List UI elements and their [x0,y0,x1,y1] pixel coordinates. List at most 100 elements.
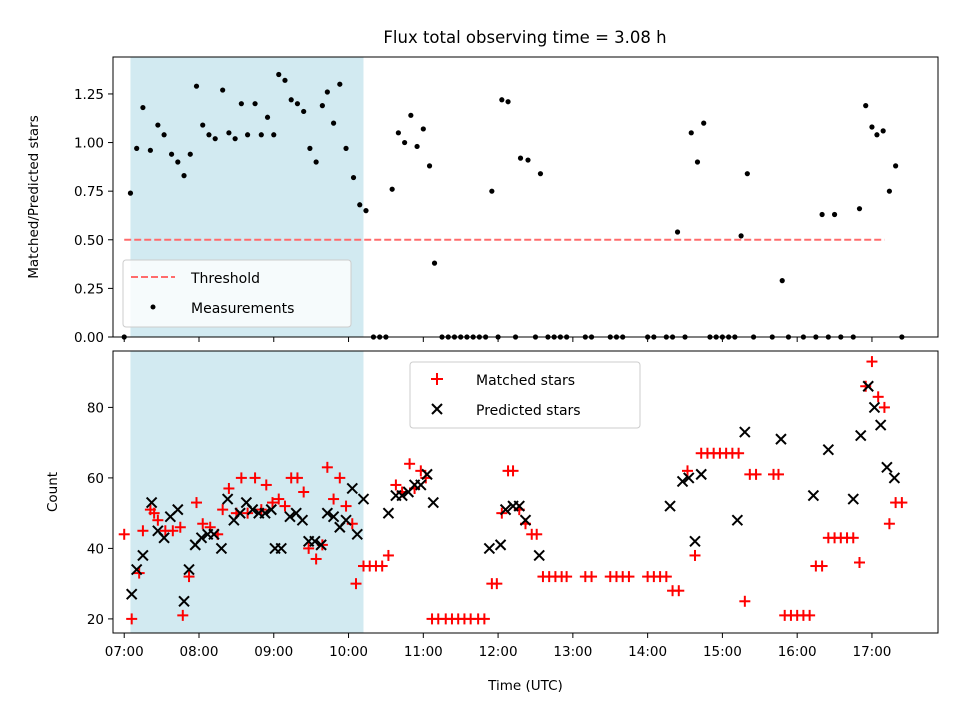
measurement-point [831,211,838,218]
measurement-point [244,132,251,138]
predicted-star-point [855,429,867,442]
predicted-star-point [246,503,259,516]
matched-star-point [310,553,322,565]
matched-star-point [177,609,189,621]
predicted-star-point [178,595,190,607]
matched-star-point [321,461,333,473]
predicted-star-point [862,380,874,392]
measurement-point [701,120,707,126]
predicted-star-point [183,563,195,576]
predicted-star-point [195,532,208,544]
y-tick-label: 0.25 [74,281,104,297]
measurement-point [517,155,524,161]
measurement-point [168,151,175,157]
predicted-star-point [807,489,820,502]
measurement-point [357,202,363,208]
measurement-point [694,159,701,165]
matched-star-point [235,472,247,484]
measurement-point [288,97,294,103]
measurement-point [193,83,200,89]
matched-star-point [804,609,816,621]
matched-star-point [872,391,884,403]
predicted-star-point [172,503,184,516]
matched-star-point [350,578,362,590]
predicted-star-point [499,503,512,516]
measurement-point [886,188,892,194]
count-legend-box [409,361,641,429]
predicted-star-point [739,426,751,438]
y-tick-label: 20 [87,612,104,628]
measurement-point [330,120,337,126]
measurement-point [402,139,408,146]
measurement-point [537,171,544,177]
predicted-star-point [676,475,689,488]
predicted-star-point [346,482,358,495]
x-tick-label: 08:00 [180,644,219,660]
measurement-point [363,208,369,214]
matched-star-point [190,497,202,509]
predicted-star-point [731,514,744,526]
x-tick-label: 10:00 [329,644,368,660]
x-tick-label: 15:00 [703,644,742,660]
ratio-panel: 0.00 0.25 0.50 0.75 1.00 1.25 Matched/Predict… [26,56,939,346]
measurement-point [271,132,277,138]
matched-star-point [896,497,908,509]
predicted-star-point [888,472,901,484]
predicted-star-point [137,549,149,562]
predicted-star-point [874,419,887,431]
matched-star-point [478,613,490,625]
measurement-point [147,147,153,153]
matched-star-point [197,518,209,530]
measurement-point [389,186,395,192]
measurement-point [264,114,271,120]
ratio-plot-frame [112,56,939,338]
count-y-axis-label: Count [45,472,61,512]
predicted-star-point [847,493,859,505]
matched-stars-points [118,356,908,625]
measurement-point [258,132,264,138]
measurement-point [252,101,258,107]
matched-star-point [273,493,285,505]
predicted-star-point [130,563,143,576]
x-axis-label: Time (UTC) [487,678,563,694]
measurement-point [744,171,750,177]
ratio-axis-ticks: 0.00 0.25 0.50 0.75 1.00 1.25 [74,87,873,346]
measurement-point [134,145,140,151]
measurement-point [525,157,531,163]
matched-star-point [167,525,179,537]
measurement-point [863,103,869,109]
matched-star-point [376,560,388,572]
measurement-point [181,173,187,179]
predicted-star-point [533,549,545,562]
predicted-star-point [309,535,321,548]
x-tick-label: 11:00 [404,644,443,660]
predicted-star-point [321,507,334,519]
matched-star-point [733,447,745,459]
ratio-legend: Threshold Measurements [122,259,352,328]
predicted-star-point [664,500,676,512]
predicted-star-point [357,493,370,505]
measurement-point [856,206,863,212]
matched-star-point [328,493,340,505]
measurement-point [395,130,401,136]
matched-star-point [242,507,254,519]
y-tick-label: 60 [87,471,104,487]
predicted-star-point [145,496,158,509]
measurement-point [161,132,167,138]
measurement-point [206,132,212,138]
matched-star-point [340,500,352,512]
predicted-star-point [695,468,707,481]
measurement-point [238,101,244,107]
measurement-point [276,71,282,78]
predicted-star-point [421,468,433,481]
matched-star-point [404,458,416,470]
y-tick-label: 40 [87,541,104,557]
measurement-point [499,97,505,103]
measurement-point [408,112,414,118]
predicted-star-point [275,542,287,555]
measurement-point [301,108,307,115]
matched-star-point [174,521,186,533]
y-tick-label: 0.50 [74,233,104,249]
measurement-point [893,163,899,169]
